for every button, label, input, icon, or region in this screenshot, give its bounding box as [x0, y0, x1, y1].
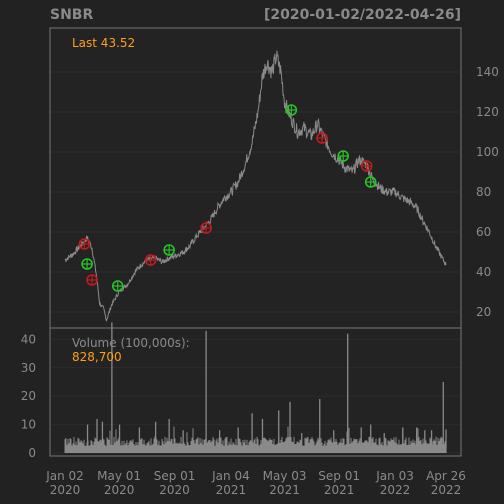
sell-signal-marker: [78, 238, 91, 250]
volume-tick-label: 10: [21, 418, 36, 432]
volume-last-value: 828,700: [72, 350, 122, 364]
date-range: [2020-01-02/2022-04-26]: [264, 7, 461, 23]
x-tick-year: 2020: [159, 483, 190, 497]
price-tick-label: 100: [476, 145, 499, 159]
volume-tick-label: 40: [21, 332, 36, 346]
price-tick-label: 40: [476, 265, 491, 279]
price-line: [64, 50, 447, 322]
price-tick-label: 140: [476, 65, 499, 79]
volume-tick-label: 0: [28, 446, 36, 460]
buy-signal-marker: [81, 258, 93, 270]
x-tick-label: May 03: [263, 469, 307, 483]
x-tick-year: 2021: [269, 483, 300, 497]
last-price-label: Last 43.52: [72, 36, 135, 50]
x-tick-year: 2022: [380, 483, 411, 497]
volume-tick-label: 20: [21, 389, 36, 403]
x-tick-year: 2020: [104, 483, 135, 497]
x-tick-label: May 01: [97, 469, 141, 483]
price-panel: [49, 27, 462, 329]
x-tick-label: Jan 03: [375, 469, 414, 483]
x-tick-label: Sep 01: [154, 469, 196, 483]
volume-tick-label: 30: [21, 361, 36, 375]
sell-signal-marker: [200, 222, 212, 234]
volume-bars: [64, 322, 447, 453]
sell-signal-marker: [86, 274, 98, 286]
x-tick-label: Sep 01: [318, 469, 360, 483]
x-tick-year: 2021: [216, 483, 247, 497]
sell-signal-marker: [360, 160, 373, 172]
buy-signal-marker: [364, 176, 377, 188]
price-tick-label: 80: [476, 185, 491, 199]
price-y-axis: 20 40 60 80 100 120 140: [476, 65, 499, 319]
buy-signal-marker: [163, 244, 175, 256]
volume-panel: [49, 327, 462, 457]
signal-markers: [78, 104, 377, 292]
price-tick-label: 120: [476, 105, 499, 119]
volume-label: Volume (100,000s):: [72, 336, 190, 350]
sell-signal-marker: [144, 254, 157, 266]
x-tick-label: Jan 04: [211, 469, 250, 483]
x-tick-year: 2020: [50, 483, 81, 497]
price-grid: [51, 71, 460, 313]
x-tick-label: Jan 02: [45, 469, 84, 483]
x-tick-year: 2022: [431, 483, 462, 497]
price-tick-label: 60: [476, 225, 491, 239]
buy-signal-marker: [285, 104, 298, 116]
price-tick-label: 20: [476, 305, 491, 319]
buy-signal-marker: [337, 150, 349, 162]
x-tick-year: 2021: [324, 483, 355, 497]
buy-signal-marker: [111, 280, 124, 292]
sell-signal-marker: [316, 132, 328, 144]
volume-y-axis: 0 10 20 30 40: [21, 332, 36, 460]
chart-title: SNBR: [50, 7, 93, 23]
x-tick-label: Apr 26: [426, 469, 466, 483]
